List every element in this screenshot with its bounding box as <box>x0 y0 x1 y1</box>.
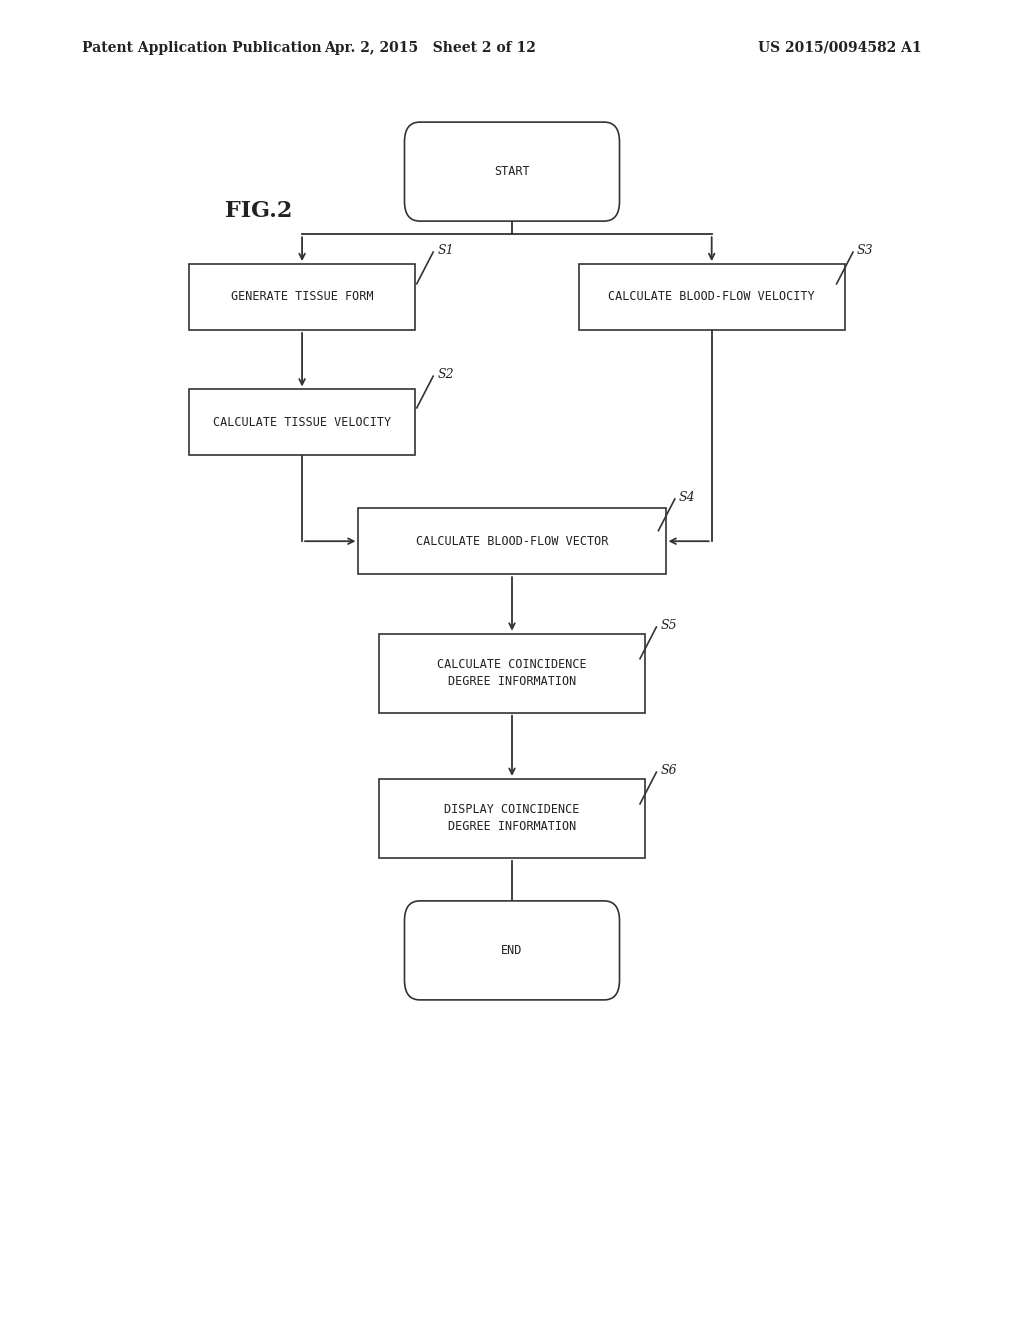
Text: CALCULATE TISSUE VELOCITY: CALCULATE TISSUE VELOCITY <box>213 416 391 429</box>
Text: S3: S3 <box>857 244 873 257</box>
Bar <box>189 389 415 455</box>
Text: CALCULATE COINCIDENCE
DEGREE INFORMATION: CALCULATE COINCIDENCE DEGREE INFORMATION <box>437 659 587 688</box>
FancyBboxPatch shape <box>404 900 620 1001</box>
Text: S5: S5 <box>660 619 677 632</box>
Text: S2: S2 <box>437 368 454 381</box>
Text: US 2015/0094582 A1: US 2015/0094582 A1 <box>758 41 922 54</box>
Bar <box>579 264 845 330</box>
Text: CALCULATE BLOOD-FLOW VELOCITY: CALCULATE BLOOD-FLOW VELOCITY <box>608 290 815 304</box>
Text: GENERATE TISSUE FORM: GENERATE TISSUE FORM <box>230 290 374 304</box>
FancyBboxPatch shape <box>404 123 620 220</box>
Bar <box>358 508 666 574</box>
Text: CALCULATE BLOOD-FLOW VECTOR: CALCULATE BLOOD-FLOW VECTOR <box>416 535 608 548</box>
Text: S4: S4 <box>679 491 695 504</box>
Text: DISPLAY COINCIDENCE
DEGREE INFORMATION: DISPLAY COINCIDENCE DEGREE INFORMATION <box>444 804 580 833</box>
Text: START: START <box>495 165 529 178</box>
Bar <box>379 779 645 858</box>
Text: FIG.2: FIG.2 <box>225 201 293 222</box>
Bar <box>379 634 645 713</box>
Text: Patent Application Publication: Patent Application Publication <box>82 41 322 54</box>
Bar <box>189 264 415 330</box>
Text: END: END <box>502 944 522 957</box>
Text: S1: S1 <box>437 244 454 257</box>
Text: Apr. 2, 2015   Sheet 2 of 12: Apr. 2, 2015 Sheet 2 of 12 <box>325 41 536 54</box>
Text: S6: S6 <box>660 764 677 777</box>
